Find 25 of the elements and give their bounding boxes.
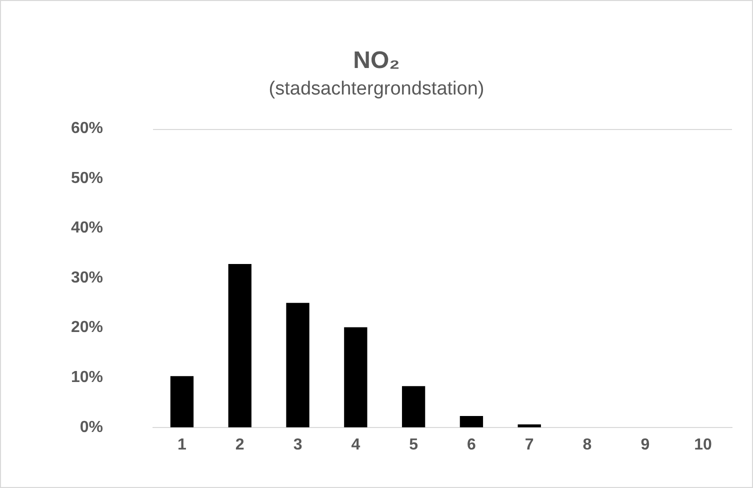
bar xyxy=(344,327,368,428)
bar xyxy=(286,302,310,428)
chart-subtitle: (stadsachtergrondstation) xyxy=(268,78,484,100)
x-tick-label: 6 xyxy=(467,436,476,454)
x-tick-label: 5 xyxy=(409,436,418,454)
bar xyxy=(228,264,252,428)
chart-title: NO₂ xyxy=(353,47,400,74)
x-tick-label: 8 xyxy=(582,436,592,454)
y-tick-label: 20% xyxy=(70,319,104,336)
y-tick-label: 40% xyxy=(70,220,104,237)
y-tick-label: 10% xyxy=(70,369,104,386)
y-tick-label: 0% xyxy=(80,418,104,436)
x-tick-label: 1 xyxy=(178,436,187,454)
bar xyxy=(170,376,194,428)
x-tick-label: 7 xyxy=(524,436,534,454)
x-tick-label: 2 xyxy=(235,436,244,454)
bar xyxy=(460,416,484,428)
y-tick-label: 30% xyxy=(70,269,104,286)
x-tick-label: 4 xyxy=(351,436,360,454)
x-tick-label: 3 xyxy=(293,436,302,454)
y-tick-label: 60% xyxy=(70,120,104,138)
y-tick-label: 50% xyxy=(70,170,104,187)
x-tick-label: 9 xyxy=(640,436,650,454)
bar xyxy=(402,386,426,428)
x-tick-label: 10 xyxy=(694,436,712,454)
